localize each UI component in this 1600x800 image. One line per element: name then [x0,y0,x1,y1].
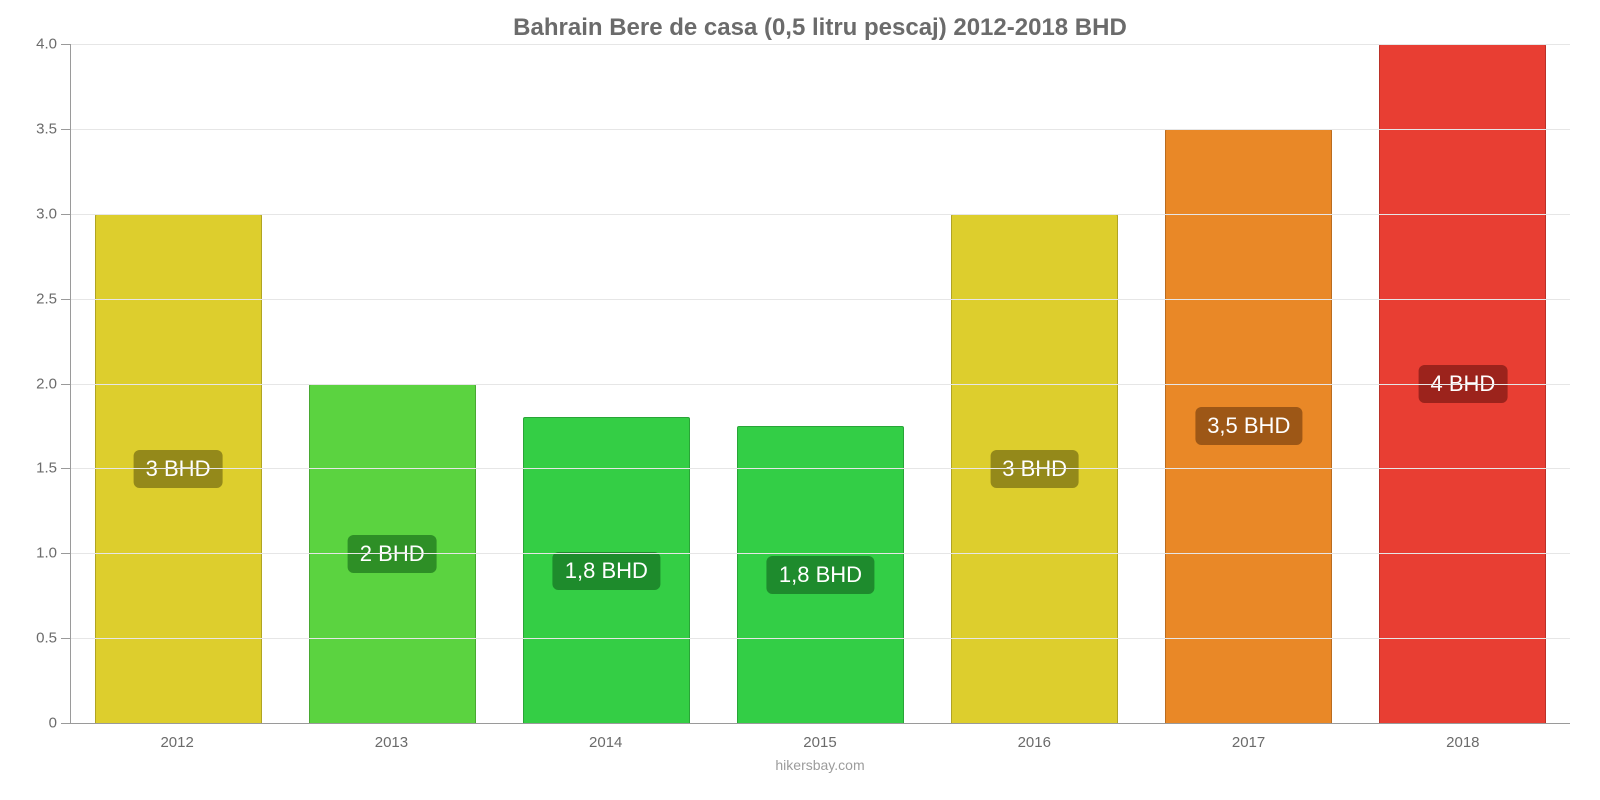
value-badge: 1,8 BHD [553,552,660,590]
x-tick-label: 2018 [1356,734,1570,751]
y-tick-label: 2.5 [36,290,71,307]
gridline [71,384,1570,385]
gridline [71,638,1570,639]
value-badge: 1,8 BHD [767,556,874,594]
chart-title: Bahrain Bere de casa (0,5 litru pescaj) … [70,14,1570,42]
x-tick-label: 2014 [499,734,713,751]
gridline [71,214,1570,215]
y-tick-label: 0.5 [36,630,71,647]
gridline [71,299,1570,300]
chart-container: Bahrain Bere de casa (0,5 litru pescaj) … [0,0,1600,800]
x-tick-label: 2017 [1141,734,1355,751]
y-tick-label: 0 [49,715,71,732]
gridline [71,129,1570,130]
x-axis-labels: 2012201320142015201620172018 [70,734,1570,751]
x-tick-label: 2016 [927,734,1141,751]
x-tick-label: 2013 [284,734,498,751]
x-tick-label: 2012 [70,734,284,751]
gridline [71,44,1570,45]
y-tick-label: 2.0 [36,375,71,392]
plot-area: 3 BHD2 BHD1,8 BHD1,8 BHD3 BHD3,5 BHD4 BH… [70,44,1570,724]
bar: 1,8 BHD [523,417,690,723]
gridline [71,553,1570,554]
bar: 1,8 BHD [737,426,904,723]
y-tick-label: 4.0 [36,36,71,53]
y-tick-label: 3.5 [36,120,71,137]
source-text: hikersbay.com [70,757,1570,773]
y-tick-label: 1.0 [36,545,71,562]
gridline [71,468,1570,469]
y-tick-label: 1.5 [36,460,71,477]
value-badge: 3,5 BHD [1195,407,1302,445]
bar: 3,5 BHD [1165,129,1332,723]
y-tick-label: 3.0 [36,205,71,222]
x-tick-label: 2015 [713,734,927,751]
